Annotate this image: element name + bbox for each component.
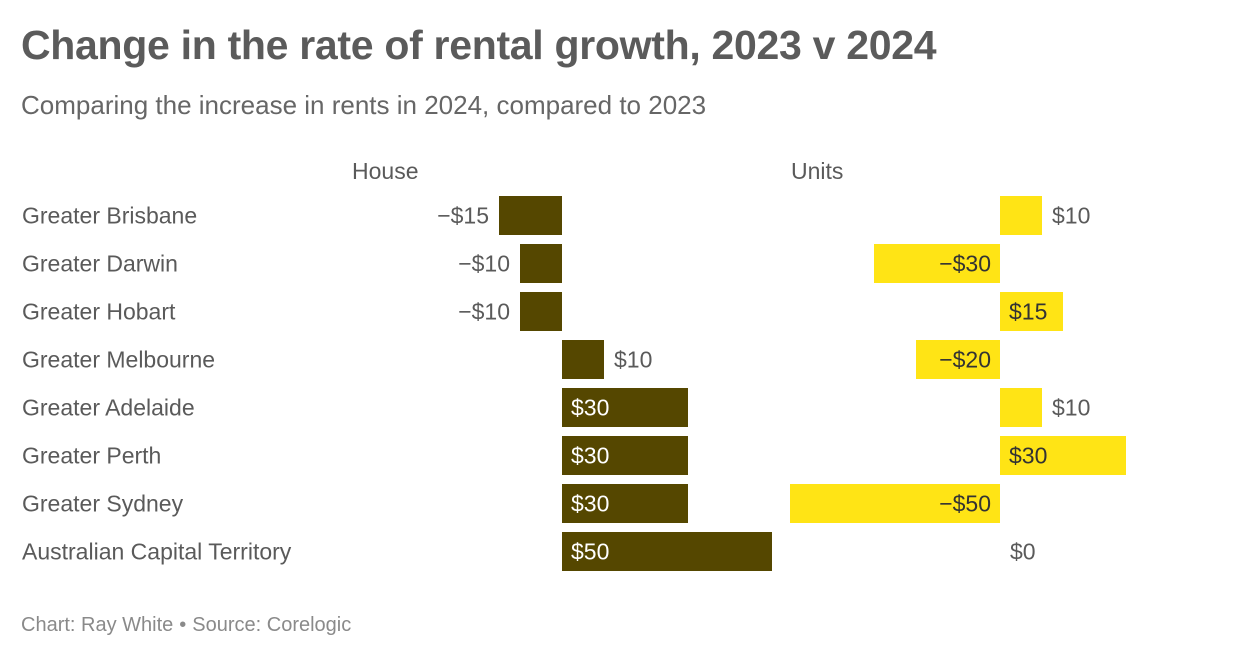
house-data-label: −$10 <box>458 251 510 277</box>
house-bar <box>562 340 604 379</box>
house-data-label: −$15 <box>437 203 489 229</box>
bar-chart: Greater Brisbane Greater Darwin Greater Ho… <box>22 158 1126 571</box>
units-bar <box>1000 436 1126 475</box>
house-data-label: −$10 <box>458 299 510 325</box>
house-data-label: $30 <box>571 443 609 469</box>
category-label: Australian Capital Territory <box>22 539 292 565</box>
category-label: Greater Perth <box>22 443 161 469</box>
house-bar <box>562 388 688 427</box>
units-data-label: −$30 <box>939 251 991 277</box>
house-bar <box>499 196 562 235</box>
footer-separator: • <box>179 614 187 636</box>
chart-subtitle: Comparing the increase in rents in 2024,… <box>21 90 707 120</box>
house-bar <box>562 436 688 475</box>
units-bar <box>790 484 1000 523</box>
category-label: Greater Darwin <box>22 251 178 277</box>
house-bar <box>520 292 562 331</box>
category-label: Greater Hobart <box>22 299 176 325</box>
units-bar <box>1000 196 1042 235</box>
category-label: Greater Adelaide <box>22 395 195 421</box>
units-data-label: $0 <box>1010 539 1036 565</box>
chart-credit: Chart: Ray White <box>21 614 174 636</box>
chart-title: Change in the rate of rental growth, 202… <box>21 22 937 68</box>
chart-footer: Chart: Ray White • Source: Corelogic <box>21 614 351 637</box>
units-data-label: $10 <box>1052 203 1090 229</box>
house-data-label: $10 <box>614 347 652 373</box>
units-data-label: $30 <box>1009 443 1047 469</box>
house-data-label: $50 <box>571 539 609 565</box>
units-data-label: −$20 <box>939 347 991 373</box>
units-data-label: −$50 <box>939 491 991 517</box>
house-bar <box>562 532 772 571</box>
house-bar <box>562 484 688 523</box>
units-data-label: $15 <box>1009 299 1047 325</box>
house-bar <box>520 244 562 283</box>
category-label: Greater Brisbane <box>22 203 197 229</box>
units-data-label: $10 <box>1052 395 1090 421</box>
units-bar <box>916 340 1000 379</box>
source-credit: Source: Corelogic <box>192 614 352 636</box>
category-label: Greater Sydney <box>22 491 184 517</box>
house-panel-header: House <box>352 158 418 184</box>
units-bar <box>874 244 1000 283</box>
units-bar <box>1000 292 1063 331</box>
units-panel-header: Units <box>791 158 843 184</box>
units-bar <box>1000 388 1042 427</box>
house-data-label: $30 <box>571 491 609 517</box>
category-label: Greater Melbourne <box>22 347 215 373</box>
house-data-label: $30 <box>571 395 609 421</box>
